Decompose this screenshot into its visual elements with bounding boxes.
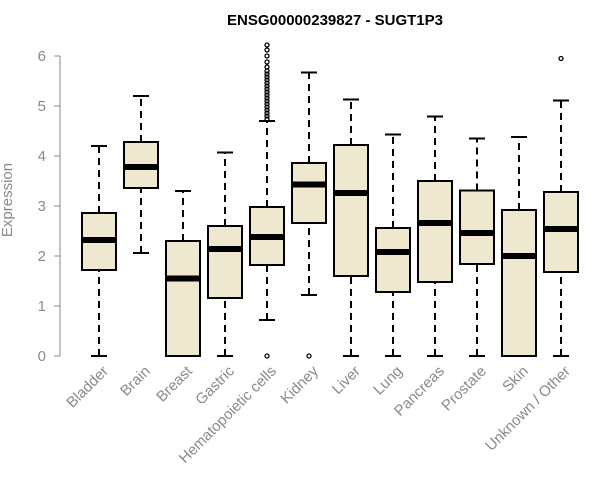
- box-iqr: [291, 162, 327, 224]
- outlier-point: [264, 77, 270, 83]
- y-tick-label: 6: [38, 48, 46, 65]
- x-tick-label: Brain: [117, 363, 154, 400]
- box-bladder: [81, 145, 117, 357]
- outlier-point: [264, 98, 270, 104]
- x-tick-label: Kidney: [277, 362, 322, 407]
- outlier-point: [264, 107, 270, 113]
- outlier-point: [264, 104, 270, 110]
- outlier-point: [264, 71, 270, 77]
- outlier-point: [264, 74, 270, 80]
- y-tick-label: 4: [38, 148, 46, 165]
- box-iqr: [207, 225, 243, 299]
- y-tick-label: 3: [38, 198, 46, 215]
- box-lung: [375, 133, 411, 357]
- outlier-point: [264, 110, 270, 116]
- outlier-point: [264, 89, 270, 95]
- box-iqr: [165, 240, 201, 357]
- outlier-point: [264, 95, 270, 101]
- y-tick-label: 1: [38, 298, 46, 315]
- outlier-point: [264, 80, 270, 86]
- box-iqr: [333, 144, 369, 277]
- outlier-point: [264, 64, 270, 70]
- chart-title: ENSG00000239827 - SUGT1P3: [227, 12, 443, 29]
- x-tick-label: Lung: [370, 363, 406, 399]
- outlier-point: [558, 55, 564, 62]
- box-gastric: [207, 151, 243, 357]
- outlier-point: [264, 353, 270, 359]
- outlier-point: [264, 116, 270, 122]
- outlier-point: [264, 86, 270, 92]
- y-axis: 0 1 2 3 4 5 6: [38, 48, 61, 365]
- x-tick-label: Breast: [153, 362, 196, 405]
- box-prostate: [459, 137, 495, 357]
- box-iqr: [417, 180, 453, 283]
- box-pancreas: [417, 115, 453, 357]
- box-unknown-other: [543, 55, 579, 357]
- outlier-point: [306, 353, 312, 359]
- box-liver: [333, 98, 369, 357]
- y-tick-label: 0: [38, 348, 46, 365]
- box-iqr: [501, 209, 537, 357]
- box-kidney: [291, 71, 327, 359]
- box-breast: [165, 190, 201, 357]
- box-iqr: [459, 189, 495, 265]
- box-skin: [501, 136, 537, 357]
- outlier-point: [264, 113, 270, 119]
- outlier-point: [264, 92, 270, 98]
- outlier-point: [264, 53, 270, 59]
- y-tick-label: 2: [38, 248, 46, 265]
- box-hematopoietic-cells: [249, 42, 285, 359]
- boxplot-series: [81, 42, 579, 359]
- outlier-point: [264, 101, 270, 107]
- outlier-point: [264, 83, 270, 89]
- box-iqr: [375, 227, 411, 293]
- y-axis-label: Expression: [0, 163, 16, 237]
- x-tick-label: Prostate: [438, 363, 490, 415]
- x-tick-label: Skin: [499, 363, 532, 396]
- x-tick-label: Liver: [329, 363, 364, 398]
- y-tick-label: 5: [38, 98, 46, 115]
- x-tick-label: Bladder: [63, 363, 112, 412]
- box-brain: [123, 95, 159, 254]
- outlier-point: [264, 47, 270, 53]
- outlier-point: [264, 42, 270, 48]
- outlier-point: [264, 59, 270, 65]
